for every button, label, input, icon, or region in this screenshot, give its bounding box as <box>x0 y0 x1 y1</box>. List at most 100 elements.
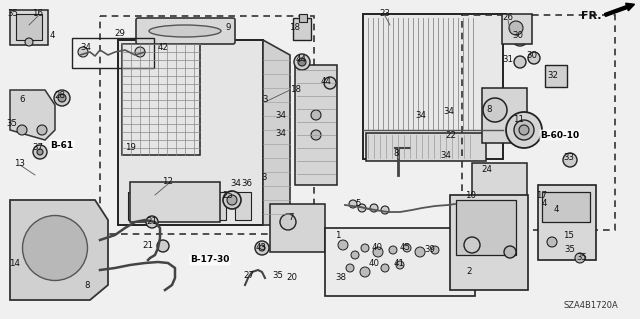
Polygon shape <box>10 90 55 140</box>
Text: 6: 6 <box>19 95 25 105</box>
Text: 34: 34 <box>275 110 287 120</box>
Circle shape <box>157 240 169 252</box>
Text: 4: 4 <box>553 205 559 214</box>
Circle shape <box>381 206 389 214</box>
Circle shape <box>575 253 585 263</box>
Text: 14: 14 <box>10 259 20 269</box>
Circle shape <box>464 237 480 253</box>
Circle shape <box>396 261 404 269</box>
Text: 43: 43 <box>255 243 266 253</box>
Circle shape <box>506 112 542 148</box>
Circle shape <box>373 247 383 257</box>
Text: 1: 1 <box>335 231 340 240</box>
Text: 15: 15 <box>563 231 575 240</box>
Text: 26: 26 <box>502 13 513 23</box>
Text: 22: 22 <box>445 130 456 139</box>
Circle shape <box>17 125 27 135</box>
Text: 27: 27 <box>243 271 255 279</box>
Text: 35: 35 <box>564 246 575 255</box>
Circle shape <box>259 245 265 251</box>
Bar <box>545 65 567 87</box>
Circle shape <box>78 47 88 57</box>
Polygon shape <box>263 40 290 225</box>
Bar <box>72 38 154 68</box>
Bar <box>456 200 516 255</box>
Circle shape <box>351 251 359 259</box>
Text: SZA4B1720A: SZA4B1720A <box>563 301 618 310</box>
Circle shape <box>54 90 70 106</box>
Text: B-60-10: B-60-10 <box>540 130 580 139</box>
Text: FR.: FR. <box>580 11 601 21</box>
Text: 17: 17 <box>536 190 547 199</box>
Circle shape <box>381 264 389 272</box>
Bar <box>366 133 486 161</box>
Text: 35: 35 <box>273 271 284 279</box>
Circle shape <box>514 56 526 68</box>
Text: 45: 45 <box>399 243 410 253</box>
Circle shape <box>514 120 534 140</box>
Text: 30: 30 <box>527 50 538 60</box>
Text: 39: 39 <box>424 246 435 255</box>
Text: 29: 29 <box>115 29 125 39</box>
Text: B-61: B-61 <box>51 140 74 150</box>
Text: 34: 34 <box>415 110 426 120</box>
Bar <box>128 192 144 220</box>
Circle shape <box>135 47 145 57</box>
Text: 23: 23 <box>380 10 390 19</box>
Text: 8: 8 <box>84 280 90 290</box>
Circle shape <box>37 149 43 155</box>
Circle shape <box>415 247 425 257</box>
Text: 36: 36 <box>241 179 253 188</box>
Circle shape <box>547 237 557 247</box>
Bar <box>270 204 325 252</box>
Circle shape <box>370 204 378 212</box>
Circle shape <box>349 200 357 208</box>
Circle shape <box>58 94 66 102</box>
Circle shape <box>223 191 241 209</box>
Circle shape <box>311 130 321 140</box>
Text: 7: 7 <box>288 213 294 222</box>
Text: 19: 19 <box>125 143 136 152</box>
Circle shape <box>255 241 269 255</box>
Text: 34: 34 <box>275 129 287 137</box>
Text: 24: 24 <box>481 166 493 174</box>
Text: 30: 30 <box>513 32 524 41</box>
Text: 2: 2 <box>467 266 472 276</box>
Bar <box>295 65 337 185</box>
Text: 41: 41 <box>394 258 404 268</box>
Text: 3: 3 <box>262 95 268 105</box>
Bar <box>299 14 307 22</box>
Circle shape <box>431 246 439 254</box>
Circle shape <box>483 98 507 122</box>
Circle shape <box>403 244 411 252</box>
Bar <box>472 163 527 211</box>
Circle shape <box>338 240 348 250</box>
Text: 20: 20 <box>287 273 298 283</box>
Bar <box>538 185 596 260</box>
Bar <box>502 14 532 44</box>
Bar <box>118 40 263 225</box>
Text: 40: 40 <box>369 258 380 268</box>
Text: 25: 25 <box>223 191 234 201</box>
Text: 35: 35 <box>577 254 588 263</box>
Text: 12: 12 <box>163 177 173 187</box>
Text: 11: 11 <box>513 115 525 124</box>
Circle shape <box>519 125 529 135</box>
Text: 10: 10 <box>465 190 477 199</box>
FancyBboxPatch shape <box>136 18 235 44</box>
Circle shape <box>280 214 296 230</box>
Ellipse shape <box>22 216 88 280</box>
Circle shape <box>504 246 516 258</box>
Bar <box>293 18 311 40</box>
Circle shape <box>389 246 397 254</box>
Text: 44: 44 <box>321 78 332 86</box>
Text: 31: 31 <box>502 56 513 64</box>
Bar <box>185 192 201 220</box>
Text: 38: 38 <box>335 273 346 283</box>
Text: 9: 9 <box>225 23 230 32</box>
Bar <box>542 192 590 222</box>
Text: 18: 18 <box>291 85 301 94</box>
Circle shape <box>528 52 540 64</box>
Text: 35: 35 <box>8 10 19 19</box>
Text: 33: 33 <box>563 153 575 162</box>
